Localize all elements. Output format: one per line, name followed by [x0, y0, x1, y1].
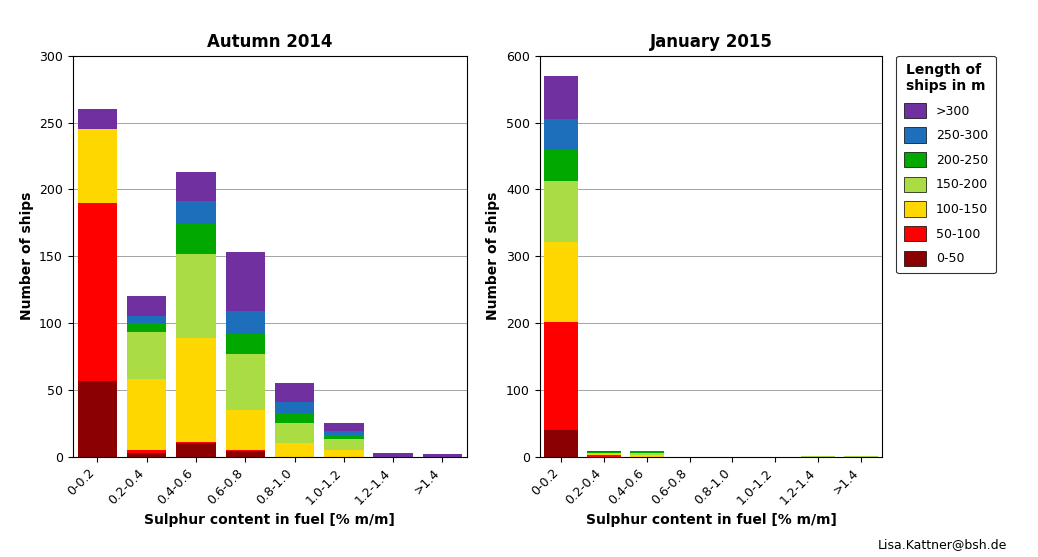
- Legend: >300, 250-300, 200-250, 150-200, 100-150, 50-100, 0-50: >300, 250-300, 200-250, 150-200, 100-150…: [896, 56, 995, 273]
- Bar: [324, 450, 363, 457]
- Bar: [586, 453, 621, 454]
- Bar: [275, 413, 315, 423]
- Bar: [225, 334, 265, 354]
- Bar: [544, 242, 578, 322]
- Bar: [225, 252, 265, 311]
- Bar: [127, 379, 166, 450]
- Bar: [544, 119, 578, 149]
- Bar: [544, 322, 578, 430]
- Bar: [630, 452, 664, 453]
- Bar: [630, 453, 664, 455]
- Bar: [127, 333, 166, 379]
- Bar: [544, 182, 578, 242]
- Bar: [127, 453, 166, 457]
- Y-axis label: Number of ships: Number of ships: [20, 192, 33, 320]
- Bar: [324, 439, 363, 450]
- Bar: [225, 451, 265, 457]
- Bar: [586, 456, 621, 457]
- Bar: [176, 172, 216, 202]
- Bar: [324, 436, 363, 439]
- Bar: [586, 454, 621, 456]
- Bar: [78, 203, 117, 380]
- Bar: [176, 442, 216, 443]
- Bar: [374, 453, 413, 457]
- Bar: [544, 430, 578, 457]
- Bar: [127, 316, 166, 323]
- Bar: [225, 450, 265, 451]
- Bar: [544, 76, 578, 119]
- Text: Lisa.Kattner@bsh.de: Lisa.Kattner@bsh.de: [877, 539, 1007, 551]
- Bar: [630, 455, 664, 457]
- Bar: [78, 380, 117, 457]
- Bar: [275, 443, 315, 457]
- Bar: [127, 323, 166, 333]
- Bar: [275, 402, 315, 413]
- Bar: [586, 452, 621, 453]
- Y-axis label: Number of ships: Number of ships: [487, 192, 500, 320]
- Bar: [176, 224, 216, 253]
- Bar: [176, 443, 216, 457]
- Bar: [275, 423, 315, 443]
- Bar: [324, 423, 363, 431]
- Bar: [801, 456, 836, 457]
- Bar: [422, 454, 462, 457]
- Bar: [586, 451, 621, 452]
- Bar: [127, 450, 166, 453]
- Bar: [225, 410, 265, 450]
- Bar: [127, 296, 166, 316]
- Bar: [78, 109, 117, 129]
- Bar: [324, 431, 363, 436]
- Bar: [275, 383, 315, 402]
- Bar: [844, 456, 878, 457]
- Bar: [176, 253, 216, 338]
- Bar: [630, 451, 664, 452]
- X-axis label: Sulphur content in fuel [% m/m]: Sulphur content in fuel [% m/m]: [144, 512, 395, 526]
- Bar: [78, 129, 117, 203]
- Bar: [225, 311, 265, 334]
- Bar: [176, 338, 216, 442]
- Bar: [176, 202, 216, 224]
- Title: January 2015: January 2015: [650, 33, 772, 51]
- Title: Autumn 2014: Autumn 2014: [208, 33, 332, 51]
- Bar: [544, 149, 578, 182]
- Bar: [225, 354, 265, 410]
- X-axis label: Sulphur content in fuel [% m/m]: Sulphur content in fuel [% m/m]: [585, 512, 837, 526]
